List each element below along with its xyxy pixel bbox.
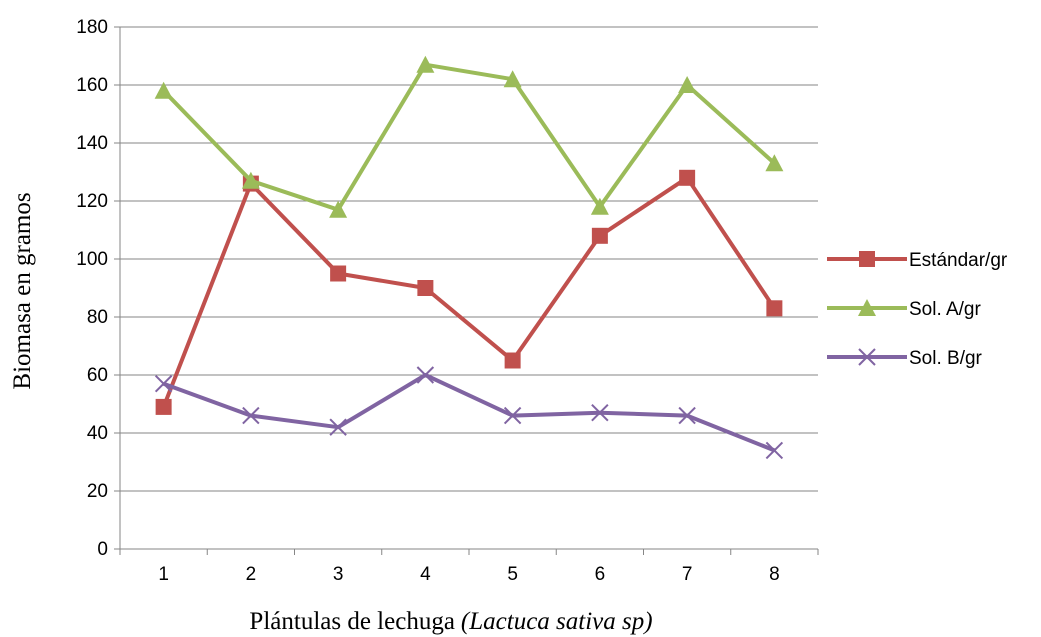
data-point <box>504 352 521 369</box>
data-point <box>416 55 435 73</box>
data-point <box>154 81 173 99</box>
y-tick-label: 20 <box>87 481 108 502</box>
series-line <box>162 62 776 212</box>
data-point <box>242 406 260 425</box>
y-tick-label: 160 <box>76 75 108 96</box>
y-tick-label: 40 <box>87 423 108 444</box>
y-tick-label: 80 <box>87 307 108 328</box>
data-point <box>590 197 609 215</box>
x-axis-title: Plántulas de lechuga (Lactuca sativa sp) <box>249 608 652 635</box>
y-tick-label: 140 <box>76 133 108 154</box>
data-point <box>765 441 784 460</box>
data-point <box>154 374 173 393</box>
data-point <box>503 70 522 88</box>
data-point <box>329 418 347 436</box>
data-point <box>329 200 348 218</box>
y-tick-label: 0 <box>97 539 108 560</box>
legend-item: Estándar/gr <box>827 250 1008 271</box>
x-tick-label: 4 <box>420 564 431 585</box>
series-1 <box>155 169 783 415</box>
y-tick-label: 60 <box>87 365 108 386</box>
legend-marker <box>858 348 876 366</box>
x-tick-label: 7 <box>682 564 693 585</box>
legend-label: Estándar/gr <box>909 250 1008 271</box>
series-group <box>154 55 784 460</box>
data-point <box>591 227 608 244</box>
series-3 <box>154 366 784 460</box>
data-point <box>591 403 609 422</box>
data-point <box>679 169 696 186</box>
data-point <box>503 406 522 425</box>
y-tick-label: 100 <box>76 249 108 270</box>
x-axis-title-main: Plántulas de lechuga <box>249 608 455 635</box>
data-point <box>678 406 696 425</box>
x-axis-title-species: (Lactuca sativa sp) <box>461 608 653 635</box>
data-point <box>416 366 435 384</box>
y-tick-label: 120 <box>76 191 108 212</box>
gridlines <box>120 26 818 492</box>
x-tick-label: 1 <box>158 564 169 585</box>
data-point <box>241 171 260 189</box>
x-tick-label: 6 <box>595 564 606 585</box>
data-point <box>155 398 172 415</box>
legend-item: Sol. B/gr <box>827 348 983 369</box>
data-point <box>766 300 783 317</box>
y-axis-title: Biomasa en gramos <box>9 192 36 389</box>
x-tick-label: 2 <box>246 564 257 585</box>
series-line <box>161 175 777 408</box>
x-tick-label: 3 <box>333 564 344 585</box>
legend-label: Sol. B/gr <box>909 348 983 369</box>
x-tick-label: 5 <box>507 564 518 585</box>
axes <box>114 26 819 555</box>
data-point <box>417 280 434 296</box>
y-tick-label: 180 <box>76 17 108 38</box>
data-point <box>330 265 347 282</box>
legend-label: Sol. A/gr <box>909 299 981 320</box>
data-point <box>678 76 697 93</box>
data-point <box>765 154 784 172</box>
legend-marker <box>858 299 876 316</box>
legend-item: Sol. A/gr <box>827 299 981 320</box>
series-2 <box>154 55 784 218</box>
x-tick-label: 8 <box>769 564 780 585</box>
legend: Estándar/gr Sol. A/gr Sol. B/gr <box>827 250 1008 369</box>
series-line <box>162 373 776 453</box>
legend-marker <box>859 251 875 267</box>
x-tick-labels: 1 2 3 4 5 6 7 8 <box>158 564 779 585</box>
y-tick-labels: 0 20 40 60 80 100 120 140 160 180 <box>76 17 108 560</box>
